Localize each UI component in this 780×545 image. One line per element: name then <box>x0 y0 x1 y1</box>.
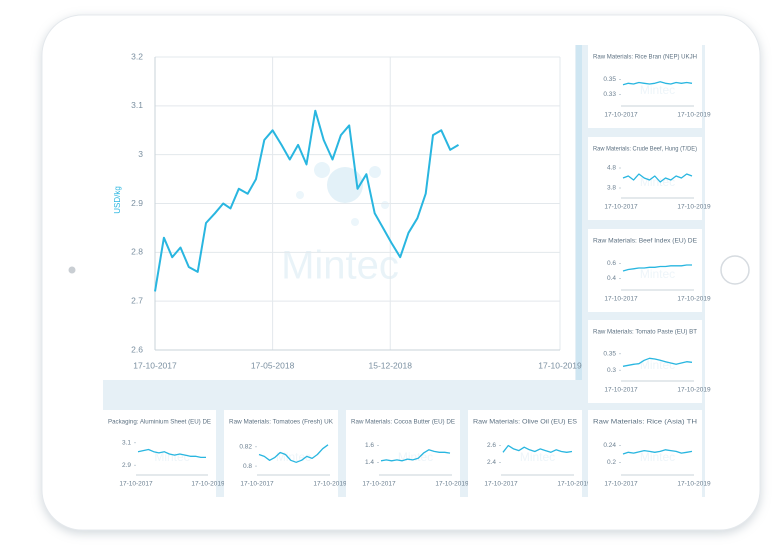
x-tick-label: 17-10-2017 <box>240 481 274 488</box>
y-tick-label: 2.9 <box>122 462 131 469</box>
y-tick-label: 3.1 <box>131 100 143 110</box>
data-line <box>258 444 329 463</box>
x-tick-label: 17-10-2019 <box>677 481 711 488</box>
x-tick-label: 17-10-2017 <box>484 481 518 488</box>
mini-title: Raw Materials: Cocoa Butter (EU) DE <box>351 419 456 426</box>
y-tick-label: 4.8 <box>607 165 616 172</box>
x-tick-label: 17-10-2017 <box>604 296 638 303</box>
y-tick-label: 0.35 <box>603 76 616 83</box>
y-tick-label: 0.82 <box>239 443 252 450</box>
mini-title: Raw Materials: Tomatoes (Fresh) UK <box>229 419 334 426</box>
x-tick-label: 17-10-2019 <box>191 481 225 488</box>
mini-title: Raw Materials: Crude Beef, Hung (T/DE) <box>593 146 697 153</box>
data-line <box>380 449 451 462</box>
mini-title: Raw Materials: Olive Oil (EU) ES <box>473 419 578 426</box>
x-tick-label: 17-10-2017 <box>133 360 177 370</box>
y-tick-label: 2.6 <box>487 442 496 449</box>
y-tick-label: 3.2 <box>131 51 143 61</box>
y-tick-label: 2.4 <box>487 459 496 466</box>
x-tick-label: 17-10-2019 <box>677 387 711 394</box>
y-tick-label: 0.4 <box>607 275 616 282</box>
x-tick-label: 17-10-2019 <box>557 481 591 488</box>
x-tick-label: 17-10-2017 <box>604 387 638 394</box>
x-tick-label: 17-10-2019 <box>538 360 582 370</box>
x-tick-label: 17-10-2017 <box>362 481 396 488</box>
scrollbar <box>576 45 582 380</box>
mini-title: Raw Materials: Rice (Asia) TH <box>593 419 697 426</box>
y-tick-label: 1.4 <box>365 459 374 466</box>
y-tick-label: 0.6 <box>607 260 616 267</box>
mini-watermark: Mintec <box>398 450 433 464</box>
mini-panel <box>346 410 460 497</box>
mini-watermark: Mintec <box>640 83 675 97</box>
data-line <box>622 357 693 367</box>
x-tick-label: 17-10-2019 <box>313 481 347 488</box>
y-tick-label: 3.1 <box>122 439 131 446</box>
mini-watermark: Mintec <box>640 267 675 281</box>
mini-panel <box>588 45 702 128</box>
x-tick-label: 17-10-2017 <box>119 481 153 488</box>
y-tick-label: 3.8 <box>607 185 616 192</box>
main-panel <box>103 45 575 380</box>
watermark: Mintec <box>281 162 399 288</box>
mini-watermark: Mintec <box>640 450 675 464</box>
mini-title: Packaging: Aluminium Sheet (EU) DE <box>108 419 212 426</box>
x-tick-label: 17-10-2017 <box>604 481 638 488</box>
y-tick-label: 0.24 <box>603 442 616 449</box>
data-line <box>622 81 693 86</box>
y-tick-label: 0.33 <box>603 91 616 98</box>
y-tick-label: 1.6 <box>365 442 374 449</box>
x-tick-label: 17-10-2019 <box>677 296 711 303</box>
watermark-text: Mintec <box>281 244 399 288</box>
y-tick-label: 3 <box>138 149 143 159</box>
x-tick-label: 17-10-2017 <box>604 204 638 211</box>
y-tick-label: 0.35 <box>603 350 616 357</box>
y-axis-label: USD/kg <box>113 186 122 214</box>
data-line <box>154 109 460 292</box>
data-line <box>502 444 573 453</box>
mini-panel <box>103 410 216 497</box>
mini-watermark: Mintec <box>640 175 675 189</box>
mini-panel <box>588 320 702 403</box>
data-line <box>622 449 693 455</box>
data-line <box>622 264 692 272</box>
mini-title: Raw Materials: Rice Bran (NEP) UKJH <box>593 54 697 61</box>
data-line <box>622 173 693 183</box>
y-tick-label: 2.8 <box>131 247 143 257</box>
x-tick-label: 17-10-2017 <box>604 112 638 119</box>
data-line <box>137 448 206 459</box>
y-tick-label: 0.3 <box>607 367 616 374</box>
mini-title: Raw Materials: Beef Index (EU) DE <box>593 238 698 245</box>
mini-watermark: Mintec <box>520 450 555 464</box>
home-button[interactable] <box>720 255 750 285</box>
x-tick-label: 15-12-2018 <box>368 360 412 370</box>
x-tick-label: 17-10-2019 <box>435 481 469 488</box>
y-tick-label: 2.6 <box>131 344 143 354</box>
y-tick-label: 0.8 <box>243 463 252 470</box>
mini-title: Raw Materials: Tomato Paste (EU) BT <box>593 329 697 336</box>
mini-panel <box>588 229 702 312</box>
y-tick-label: 2.7 <box>131 295 143 305</box>
camera <box>68 266 76 274</box>
x-tick-label: 17-10-2019 <box>677 112 711 119</box>
x-tick-label: 17-05-2018 <box>251 360 295 370</box>
x-tick-label: 17-10-2019 <box>677 204 711 211</box>
mini-panel <box>468 410 582 497</box>
y-tick-label: 0.2 <box>607 459 616 466</box>
y-tick-label: 2.9 <box>131 198 143 208</box>
